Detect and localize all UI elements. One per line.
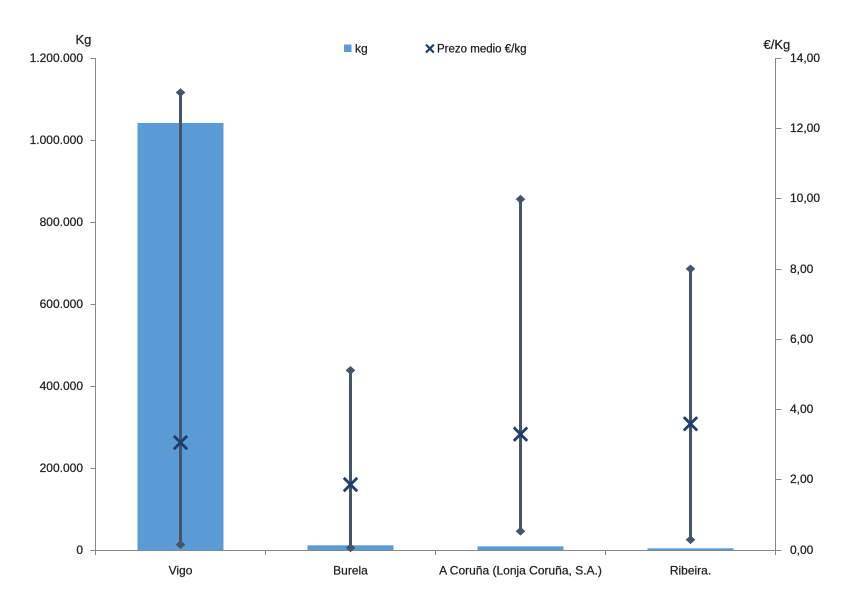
- svg-text:12,00: 12,00: [790, 121, 820, 135]
- svg-text:4,00: 4,00: [790, 402, 814, 416]
- svg-text:1.200.000: 1.200.000: [30, 51, 84, 65]
- svg-text:Prezo medio €/kg: Prezo medio €/kg: [437, 44, 527, 56]
- svg-text:14,00: 14,00: [790, 51, 820, 65]
- svg-text:Ribeira.: Ribeira.: [670, 564, 711, 578]
- svg-text:Kg: Kg: [76, 32, 92, 47]
- svg-text:A Coruña (Lonja Coruña, S.A.): A Coruña (Lonja Coruña, S.A.): [439, 564, 602, 578]
- svg-text:8,00: 8,00: [790, 262, 814, 276]
- svg-text:€/Kg: €/Kg: [764, 37, 791, 52]
- svg-text:Vigo: Vigo: [169, 564, 193, 578]
- svg-text:1.000.000: 1.000.000: [30, 133, 84, 147]
- svg-text:kg: kg: [355, 42, 368, 56]
- svg-text:6,00: 6,00: [790, 332, 814, 346]
- svg-text:0: 0: [76, 543, 83, 557]
- svg-text:200.000: 200.000: [40, 461, 84, 475]
- svg-text:800.000: 800.000: [40, 215, 84, 229]
- svg-text:Burela: Burela: [333, 564, 368, 578]
- svg-text:10,00: 10,00: [790, 191, 820, 205]
- svg-text:2,00: 2,00: [790, 472, 814, 486]
- svg-text:0,00: 0,00: [790, 543, 814, 557]
- svg-text:400.000: 400.000: [40, 379, 84, 393]
- svg-text:600.000: 600.000: [40, 297, 84, 311]
